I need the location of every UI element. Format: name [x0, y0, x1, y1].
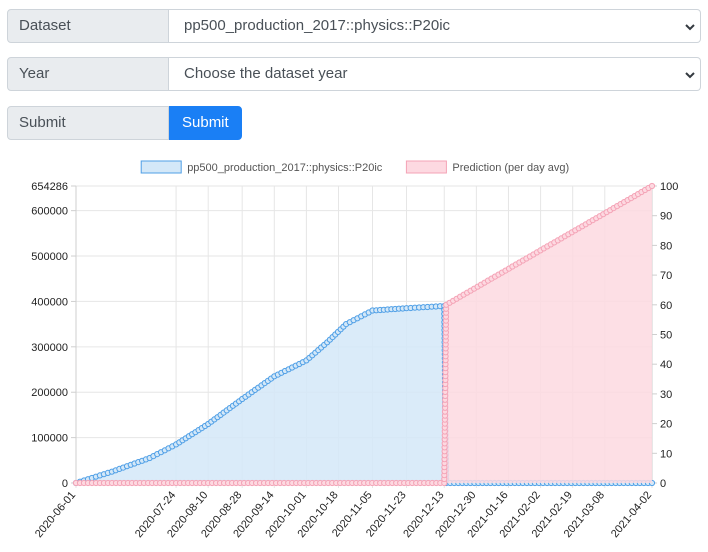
chevron-down-icon [685, 72, 695, 79]
y-right-tick-label: 100 [660, 181, 678, 193]
series-area [76, 306, 652, 483]
year-select-value: Choose the dataset year [184, 65, 348, 82]
legend-swatch-prediction [405, 160, 447, 174]
submit-button[interactable]: Submit [169, 106, 242, 140]
submit-label: Submit [7, 106, 169, 140]
production-chart: 0 100000 200000 300000 400000 500000 600000 654… [31, 160, 678, 540]
year-label: Year [7, 57, 169, 91]
prediction-point [648, 182, 656, 190]
dataset-select-value: pp500_production_2017::physics::P20ic [184, 17, 451, 34]
year-row: Year Choose the dataset year [7, 57, 701, 91]
legend-label: pp500_production_2017::physics::P20ic [187, 162, 383, 174]
y-right-tick-label: 90 [660, 211, 672, 223]
y-left-tick-label: 500000 [31, 251, 68, 263]
legend-swatch-series [140, 160, 182, 174]
y-right-tick-label: 60 [660, 300, 672, 312]
dataset-row: Dataset pp500_production_2017::physics::… [7, 9, 701, 43]
legend-label: Prediction (per day avg) [452, 162, 569, 174]
y-left-tick-label: 0 [62, 478, 68, 490]
y-right-tick-label: 20 [660, 419, 672, 431]
y-left-tick-label: 600000 [31, 206, 68, 218]
y-right-tick-label: 70 [660, 270, 672, 282]
y-left-tick-label: 400000 [31, 296, 68, 308]
submit-row: Submit Submit [7, 106, 701, 140]
y-right-tick-label: 80 [660, 240, 672, 252]
y-left-tick-label: 100000 [31, 433, 68, 445]
prediction-area [76, 186, 652, 483]
y-right-tick-label: 40 [660, 359, 672, 371]
y-right-tick-label: 30 [660, 389, 672, 401]
y-right-tick-label: 0 [660, 478, 666, 490]
year-select[interactable]: Choose the dataset year [169, 57, 701, 91]
y-left-tick-label: 654286 [31, 181, 68, 193]
dataset-label: Dataset [7, 9, 169, 43]
dataset-select[interactable]: pp500_production_2017::physics::P20ic [169, 9, 701, 43]
y-left-tick-label: 200000 [31, 387, 68, 399]
y-right-tick-label: 10 [660, 448, 672, 460]
y-left-tick-label: 300000 [31, 342, 68, 354]
x-tick-label: 2020-06-01 [33, 489, 78, 540]
y-right-tick-label: 50 [660, 330, 672, 342]
x-tick-label: 2021-04-02 [609, 489, 654, 540]
chevron-down-icon [685, 24, 695, 31]
